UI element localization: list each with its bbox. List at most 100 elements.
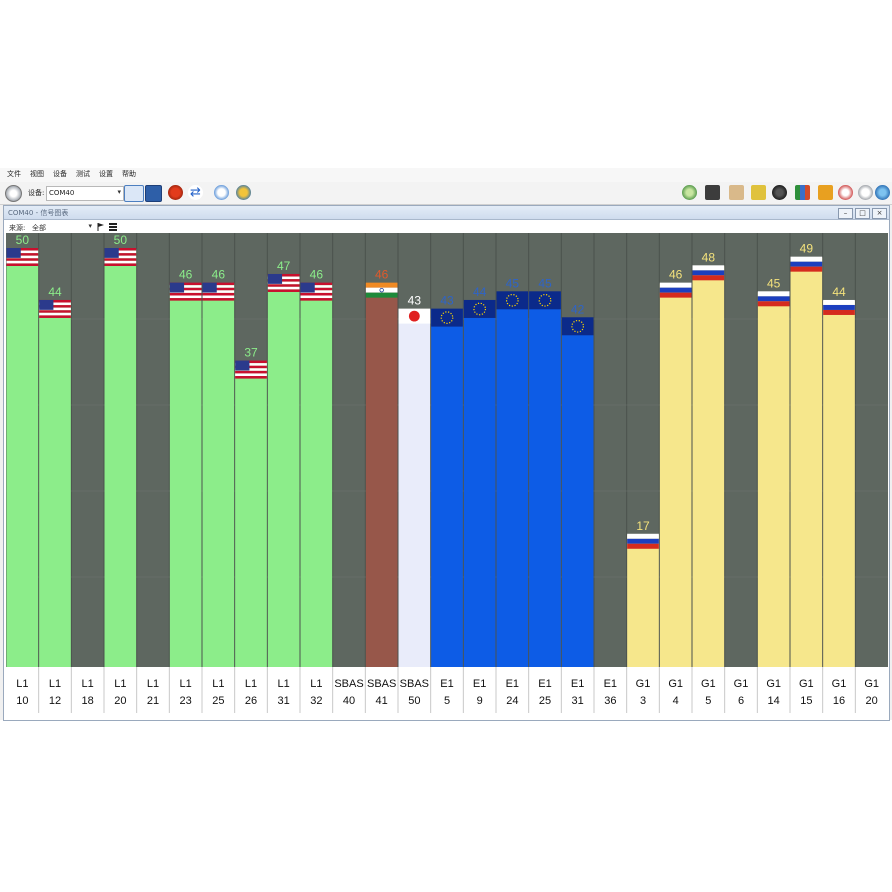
bar [823,300,855,667]
prn-label: 31 [572,695,584,707]
connect-icon[interactable] [5,185,22,202]
band-label: G1 [832,678,847,690]
prn-label: 4 [673,695,679,707]
value-label: 44 [832,285,846,299]
bar [463,300,496,667]
globe-icon[interactable] [875,185,890,200]
value-label: 44 [48,285,62,299]
antenna-icon[interactable] [729,185,744,200]
speedometer-icon[interactable] [772,185,787,200]
value-label: 43 [408,294,422,308]
band-label: L1 [82,678,94,690]
band-label: L1 [245,678,257,690]
settings-icon[interactable] [858,185,873,200]
signal-bar-e1-5: 43 [431,294,463,667]
signal-bar-g1-4: 46 [659,268,692,667]
signal-bars-icon[interactable] [795,185,810,200]
link-icon[interactable] [124,185,144,202]
bar [365,283,398,667]
bar [561,318,594,667]
eu-flag [496,291,529,310]
band-label: L1 [147,678,159,690]
flag-toggle-icon[interactable] [96,222,106,232]
prn-label: 40 [343,695,355,707]
prn-label: 5 [444,695,450,707]
chevron-down-icon: ▾ [117,188,121,196]
band-label: L1 [310,678,322,690]
band-label: L1 [114,678,126,690]
signal-bar-l1-32: 46 [300,268,333,667]
value-label: 46 [375,268,389,282]
us-flag [104,248,137,266]
menu-file[interactable]: 文件 [7,170,21,178]
signal-bar-g1-16: 44 [823,285,855,667]
prn-label: 9 [477,695,483,707]
signal-bar-l1-10: 50 [6,233,39,667]
monitor-icon[interactable] [705,185,720,200]
list-view-icon[interactable] [108,222,118,232]
maximize-icon[interactable]: □ [855,208,870,219]
signal-bar-e1-31: 42 [561,302,594,667]
close-icon[interactable]: × [872,208,887,219]
menu-help[interactable]: 帮助 [122,170,136,178]
source-select[interactable]: 全部 ▾ [30,222,92,232]
band-label: G1 [734,678,749,690]
bar [692,266,725,667]
us-flag [235,360,267,379]
satellite-icon[interactable] [751,185,766,200]
band-label: L1 [180,678,192,690]
value-label: 47 [277,259,291,273]
bar [104,249,137,667]
prn-label: 25 [212,695,224,707]
compass-icon[interactable] [682,185,697,200]
signal-bar-g1-15: 49 [790,242,823,667]
value-label: 45 [538,276,552,290]
band-label: E1 [604,678,617,690]
save-icon[interactable] [145,185,162,202]
menu-device[interactable]: 设备 [53,170,67,178]
menu-settings[interactable]: 设置 [99,170,113,178]
bar [757,292,790,667]
russia-flag [692,265,725,281]
record-icon[interactable] [168,185,183,200]
prn-label: 25 [539,695,551,707]
source-label: 来源: [9,224,26,232]
position-icon[interactable] [818,185,833,200]
value-label: 49 [800,242,814,256]
label-strip [6,667,888,713]
prn-label: 32 [310,695,322,707]
prn-label: 14 [768,695,780,707]
menu-view[interactable]: 视图 [30,170,44,178]
prn-label: 50 [408,695,420,707]
band-label: G1 [636,678,651,690]
value-label: 46 [179,268,193,282]
minimize-icon[interactable]: – [838,208,853,219]
signal-bar-g1-3: 17 [627,519,659,667]
timer-icon[interactable] [214,185,229,200]
sky-view-icon[interactable] [838,185,853,200]
us-flag [169,282,202,301]
prn-label: 26 [245,695,257,707]
menu-bar: 文件 视图 设备 测试 设置 帮助 [0,168,892,182]
signal-bar-sbas-41: 46 [365,268,398,667]
search-globe-icon[interactable] [236,185,251,200]
menu-test[interactable]: 测试 [76,170,90,178]
signal-bar-l1-23: 46 [169,268,202,667]
device-label: 设备: [28,189,45,197]
band-label: E1 [538,678,551,690]
signal-bar-l1-12: 44 [39,285,71,667]
prn-label: 3 [640,695,646,707]
band-label: G1 [766,678,781,690]
device-select[interactable]: COM40 ▾ [46,186,124,201]
prn-label: 31 [278,695,290,707]
band-label: G1 [799,678,814,690]
bar [496,292,529,667]
refresh-icon[interactable]: ⇄ [188,185,203,200]
prn-label: 20 [866,695,878,707]
eu-flag [529,291,561,310]
us-flag [300,282,333,301]
eu-flag [463,299,496,318]
russia-flag [659,282,692,298]
value-label: 50 [16,233,30,247]
